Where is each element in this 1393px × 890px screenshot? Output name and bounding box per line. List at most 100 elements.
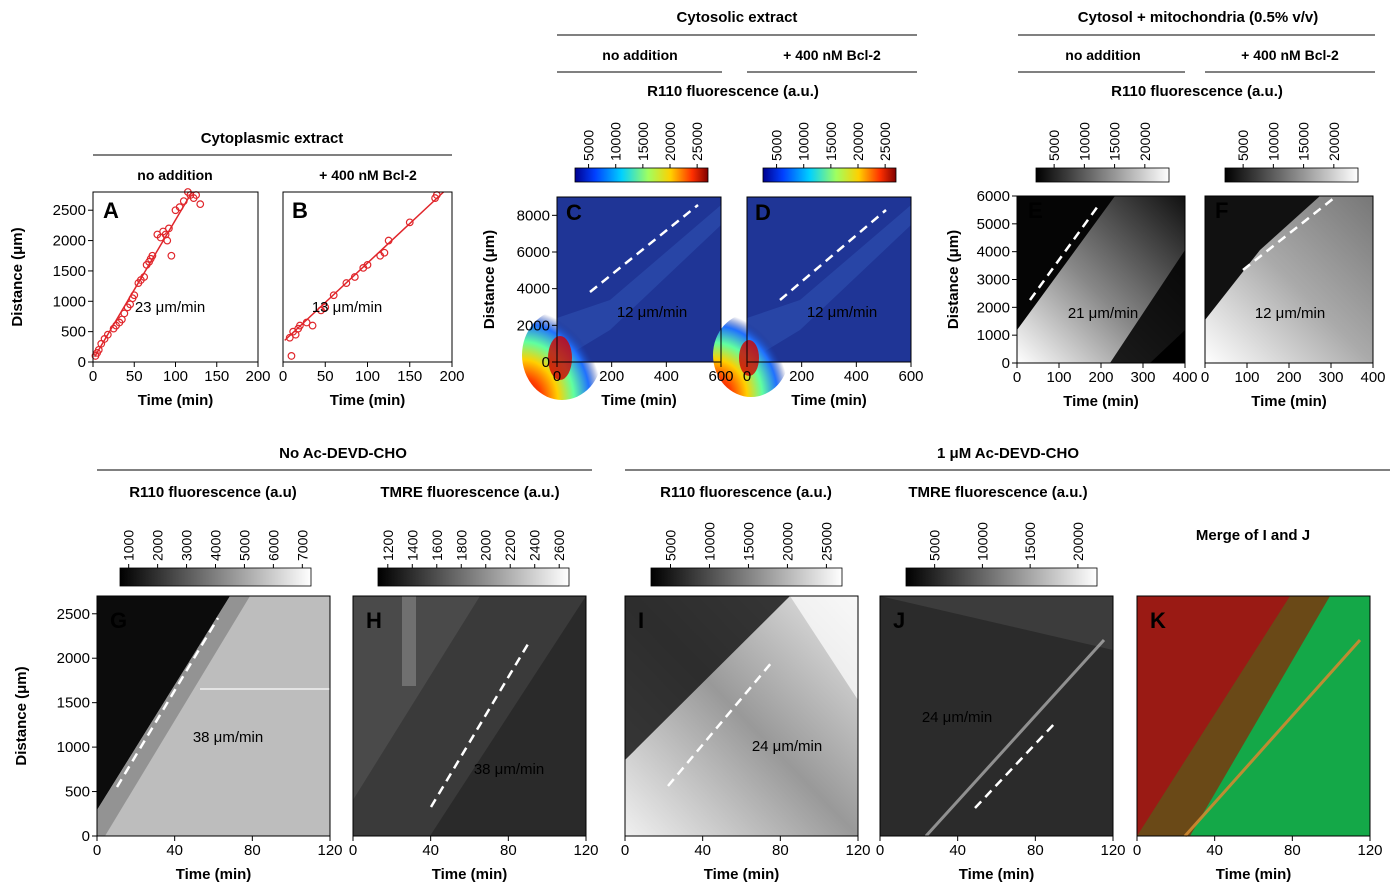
panel-letter: I — [638, 608, 644, 633]
x-tick-label: 0 — [349, 842, 357, 859]
heatmap-g — [97, 596, 330, 836]
panel-j: 24 μm/min J 0 40 80 120 Time (min) — [876, 595, 1126, 883]
plot-frame — [96, 595, 331, 837]
data-point — [342, 279, 351, 287]
x-axis-label: Time (min) — [959, 866, 1035, 883]
data-point — [296, 321, 304, 330]
y-tick-label: 500 — [61, 324, 86, 341]
x-tick-label: 200 — [789, 368, 814, 385]
colorbar-tick-label: 15000 — [1022, 522, 1038, 561]
plot-frame — [556, 196, 722, 363]
x-tick-label: 0 — [553, 368, 561, 385]
colorbar-tick-label: 20000 — [662, 122, 678, 161]
colorbar-j — [905, 567, 1098, 587]
x-tick-label: 300 — [1130, 369, 1155, 386]
y-tick-label: 0 — [542, 354, 550, 371]
panel-i: 24 μm/min I 0 40 80 120 Time (min) — [621, 595, 871, 883]
panel-letter: K — [1150, 608, 1166, 633]
heatmap-images — [97, 196, 1373, 838]
x-tick-label: 80 — [1027, 842, 1044, 859]
colorbar-tick-label: 20000 — [779, 522, 795, 561]
x-tick-label: 100 — [1234, 369, 1259, 386]
data-point — [120, 309, 129, 318]
colorbar-tick-label: 20000 — [1070, 522, 1086, 561]
cyto-title: Cytoplasmic extract — [201, 130, 344, 147]
colorbar-e — [1035, 167, 1170, 183]
colorbar-tick-label: 10000 — [701, 522, 717, 561]
panel-h: 38 μm/min H 0 40 80 120 Time (min) — [349, 595, 599, 883]
x-axis-label: Time (min) — [138, 392, 214, 409]
y-tick-label: 2500 — [57, 606, 90, 623]
data-point — [302, 318, 311, 327]
slope-dash-line — [429, 643, 530, 808]
x-tick-label: 200 — [439, 368, 464, 385]
data-point — [380, 248, 389, 257]
colorbar-tick-label: 25000 — [877, 122, 893, 161]
colorbar-tick-label: 5000 — [927, 530, 943, 561]
x-tick-label: 80 — [244, 842, 261, 859]
speed-annotation: 12 μm/min — [617, 304, 687, 321]
x-tick-label: 600 — [708, 368, 733, 385]
cd-colorbar-title: R110 fluorescence (a.u.) — [647, 83, 819, 100]
x-tick-label: 40 — [422, 842, 439, 859]
panel-d: 12 μm/min D 0 200 400 600 Time (min) — [743, 196, 924, 409]
colorbar-ticks: 5000 10000 15000 20000 25000 5000 10000 15000 20… — [121, 122, 1342, 568]
slope-dash-line — [1028, 205, 1100, 301]
colorbar-tick-label: 4000 — [208, 530, 224, 561]
cyto-sub1: no addition — [137, 167, 212, 183]
heatmap-h — [353, 596, 586, 836]
x-tick-label: 80 — [1284, 842, 1301, 859]
heatmap-d — [713, 197, 911, 397]
panel-g: 38 μm/min G 0 40 80 120 Time (min) 0 500 1000 1500… — [13, 595, 343, 883]
panel-k: K 0 40 80 120 Time (min) — [1133, 595, 1383, 883]
colorbar-tick-label: 1600 — [429, 530, 445, 561]
x-tick-label: 120 — [1357, 842, 1382, 859]
x-tick-label: 120 — [317, 842, 342, 859]
x-tick-label: 0 — [1201, 369, 1209, 386]
x-tick-label: 400 — [1172, 369, 1197, 386]
colorbar-h — [377, 567, 570, 587]
heatmap-c — [522, 197, 721, 400]
colorbar-tick-label: 10000 — [1265, 122, 1281, 161]
colorbar-tick-label: 25000 — [818, 522, 834, 561]
data-point — [405, 218, 414, 227]
x-tick-label: 400 — [654, 368, 679, 385]
colorbar-tick-label: 25000 — [689, 122, 705, 161]
x-tick-label: 50 — [126, 368, 143, 385]
colorbar-tick-label: 5000 — [1235, 130, 1251, 161]
panel-letter: J — [893, 608, 905, 633]
j-colorbar-title: TMRE fluorescence (a.u.) — [908, 484, 1087, 501]
x-tick-label: 100 — [355, 368, 380, 385]
x-tick-label: 50 — [317, 368, 334, 385]
colorbar-c — [574, 167, 709, 183]
x-tick-label: 200 — [245, 368, 270, 385]
slope-dash-line — [974, 721, 1057, 809]
ac-title: 1 μM Ac-DEVD-CHO — [937, 445, 1079, 462]
colorbar-tick-label: 2600 — [551, 530, 567, 561]
colorbar-tick-label: 15000 — [635, 122, 651, 161]
slope-dash-line — [589, 204, 699, 293]
colorbar-tick-label: 3000 — [179, 530, 195, 561]
y-tick-label: 500 — [65, 784, 90, 801]
h-colorbar-title: TMRE fluorescence (a.u.) — [380, 484, 559, 501]
x-axis-label: Time (min) — [1251, 393, 1327, 410]
slope-dash-line — [779, 209, 887, 301]
x-tick-label: 40 — [1206, 842, 1223, 859]
y-tick-label: 0 — [1002, 355, 1010, 372]
speed-annotation: 21 μm/min — [1068, 305, 1138, 322]
colorbar-tick-label: 2000 — [478, 530, 494, 561]
colorbar-tick-label: 10000 — [974, 522, 990, 561]
colorbar-f — [1224, 167, 1359, 183]
slope-dash-line — [115, 617, 220, 788]
panel-a: 23 μm/min A 0 50 100 150 200 Time (min) 0 500 1000… — [9, 188, 271, 409]
colorbar-tick-label: 15000 — [1107, 122, 1123, 161]
y-tick-label: 4000 — [517, 281, 550, 298]
heatmap-e — [1017, 196, 1185, 363]
x-tick-label: 0 — [876, 842, 884, 859]
panel-letter: H — [366, 608, 382, 633]
panel-f: 12 μm/min F 0 100 200 300 400 Time (min) — [1201, 195, 1386, 410]
x-tick-label: 120 — [573, 842, 598, 859]
x-axis-label: Time (min) — [791, 392, 867, 409]
x-axis-label: Time (min) — [1063, 393, 1139, 410]
